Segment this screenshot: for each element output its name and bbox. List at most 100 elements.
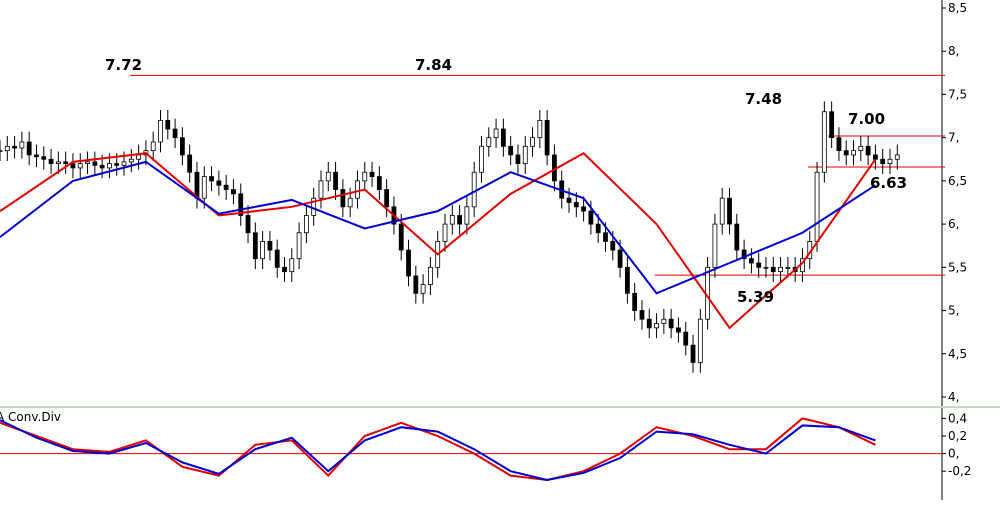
candle-body [413, 275, 419, 294]
indicator-tick-label: 0,4 [948, 411, 967, 425]
candle-body [362, 171, 368, 182]
indicator-tick-label: -0,2 [948, 464, 971, 478]
price-tick-label: 7,5 [948, 87, 967, 101]
candle-body [282, 266, 287, 273]
candle-body [646, 318, 652, 329]
candle-body [814, 171, 820, 242]
indicator-tick-label: 0, [948, 447, 959, 461]
candle-body [654, 323, 659, 329]
candle-body [318, 180, 324, 199]
candle-body [515, 154, 521, 164]
candle-body [340, 189, 346, 208]
candle-body [566, 197, 572, 203]
candle-body [172, 128, 178, 139]
candle-body [683, 331, 689, 346]
candle-body [267, 240, 273, 251]
candle-body [41, 156, 47, 160]
candle-body [639, 310, 645, 320]
candle-body [632, 292, 638, 311]
candle-body [289, 258, 295, 273]
candle-body [216, 180, 222, 186]
candle-body [77, 163, 83, 169]
price-tick-label: 6,5 [948, 174, 967, 188]
candle-body [121, 161, 127, 166]
candle-body [355, 180, 360, 199]
price-panel: 8,5 8, 7,5 7, 6,5 6, 5,5 5, 4,5 4, 7.72 7.84 7.48 7.0… [0, 0, 1000, 408]
price-tick-label: 5, [948, 304, 959, 318]
price-tick-label: 7, [948, 131, 959, 145]
candle-body [238, 193, 244, 216]
candle-body [544, 119, 550, 156]
candle-body [384, 189, 390, 208]
candle-body [406, 249, 411, 277]
candle-body [245, 215, 251, 234]
moving-average-red [0, 151, 877, 330]
macd-blue-line [0, 419, 876, 482]
candle-body [165, 119, 171, 130]
price-annotation: 7.00 [848, 110, 885, 128]
macd-red-line [0, 417, 876, 482]
candle-body [150, 141, 156, 152]
candle-body [201, 176, 207, 199]
candle-body [303, 215, 309, 234]
candle-body [508, 145, 514, 156]
candle-body [19, 141, 25, 149]
price-tick-label: 6, [948, 217, 959, 231]
candle-body [785, 266, 791, 269]
candle-body [843, 150, 849, 156]
candle-body [223, 184, 229, 190]
candle-body [668, 318, 674, 329]
candle-body [581, 206, 587, 212]
candle-body [858, 145, 864, 152]
candle-body [369, 171, 375, 177]
candle-body [829, 111, 835, 139]
candle-body [690, 344, 696, 363]
candle-body [821, 111, 827, 173]
price-tick-label: 5,5 [948, 260, 967, 274]
candle-body [873, 154, 878, 160]
candle-body [719, 197, 725, 225]
candle-body [260, 240, 266, 260]
candle-body [763, 266, 769, 269]
candle-body [712, 223, 718, 268]
candle-body [158, 119, 163, 143]
candle-body [624, 266, 630, 294]
candle-body [85, 161, 90, 164]
indicator-tick-label: 0,2 [948, 429, 967, 443]
price-annotation: 7.72 [105, 56, 142, 74]
candle-body [99, 164, 105, 169]
candle-body [428, 266, 433, 286]
candle-body [537, 119, 543, 139]
candle-body [894, 154, 900, 160]
candle-body [880, 158, 886, 164]
candle-body [274, 249, 280, 268]
candle-body [12, 145, 17, 149]
price-tick-label: 4, [948, 390, 959, 404]
candle-body [376, 176, 382, 190]
candle-body [836, 137, 842, 152]
price-annotation: 7.84 [415, 56, 452, 74]
candle-body [209, 176, 214, 182]
candle-body [333, 171, 338, 190]
price-tick-label: 4,5 [948, 347, 967, 361]
candle-body [770, 266, 776, 273]
candle-body [530, 137, 535, 147]
candle-body [34, 154, 39, 158]
candle-body [595, 223, 601, 234]
price-tick-label: 8,5 [948, 1, 967, 15]
candle-body [486, 137, 492, 147]
candle-body [741, 249, 747, 260]
candle-body [573, 202, 579, 208]
candle-body [588, 210, 594, 225]
candle-body [63, 161, 69, 164]
candle-body [231, 189, 236, 195]
moving-average-blue [0, 160, 876, 295]
candle-body [500, 128, 506, 147]
candle-body [661, 318, 667, 324]
candle-body [522, 145, 528, 165]
candle-body [70, 163, 76, 169]
candle-body [479, 145, 484, 173]
candle-body [128, 158, 134, 163]
candle-body [420, 284, 426, 294]
